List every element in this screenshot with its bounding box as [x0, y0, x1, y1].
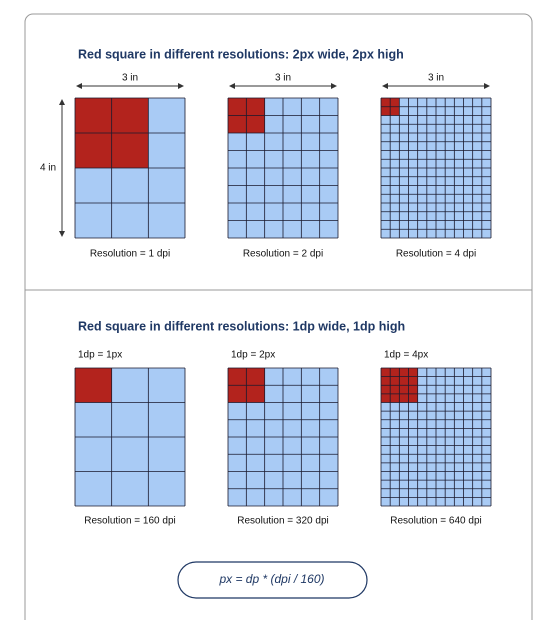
grid-lines — [227, 367, 339, 507]
width-label: 3 in — [428, 73, 444, 84]
caption: Resolution = 4 dpi — [396, 249, 476, 260]
grid-lines — [380, 367, 492, 507]
width-label: 3 in — [275, 73, 291, 84]
caption: Resolution = 320 dpi — [237, 516, 328, 527]
width-label: 3 in — [122, 73, 138, 84]
scale-label: 1dp = 4px — [384, 350, 428, 361]
caption: Resolution = 640 dpi — [390, 516, 481, 527]
scale-label: 1dp = 1px — [78, 350, 122, 361]
formula-box — [177, 561, 368, 599]
grid-lines — [74, 97, 186, 239]
grid-lines — [227, 97, 339, 239]
height-label: 4 in — [40, 163, 56, 174]
caption: Resolution = 1 dpi — [90, 249, 170, 260]
scale-label: 1dp = 2px — [231, 350, 275, 361]
caption: Resolution = 160 dpi — [84, 516, 175, 527]
caption: Resolution = 2 dpi — [243, 249, 323, 260]
red-square — [75, 368, 112, 403]
grid-lines — [380, 97, 492, 239]
grid-lines — [74, 367, 186, 507]
bottom-title: Red square in different resolutions: 1dp… — [78, 319, 405, 333]
top-title: Red square in different resolutions: 2px… — [78, 47, 404, 61]
formula: px = dp * (dpi / 160) — [218, 572, 324, 586]
